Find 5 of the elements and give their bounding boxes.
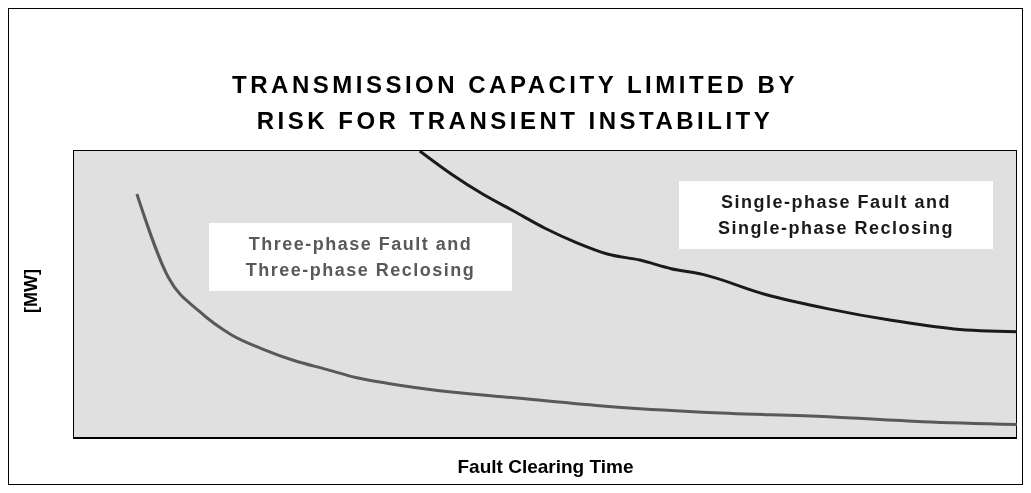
x-axis-title: Fault Clearing Time xyxy=(457,456,634,477)
label-box: Three-phase Fault and Three-phase Reclosing xyxy=(209,223,512,291)
label-box: Single-phase Fault and Single-phase Reclosing xyxy=(679,181,993,249)
chart-title: TRANSMISSION CAPACITY LIMITED BY RISK FOR TRANSIENT INSTABILITY xyxy=(231,70,799,136)
y-axis-title: [MW] xyxy=(20,269,42,313)
